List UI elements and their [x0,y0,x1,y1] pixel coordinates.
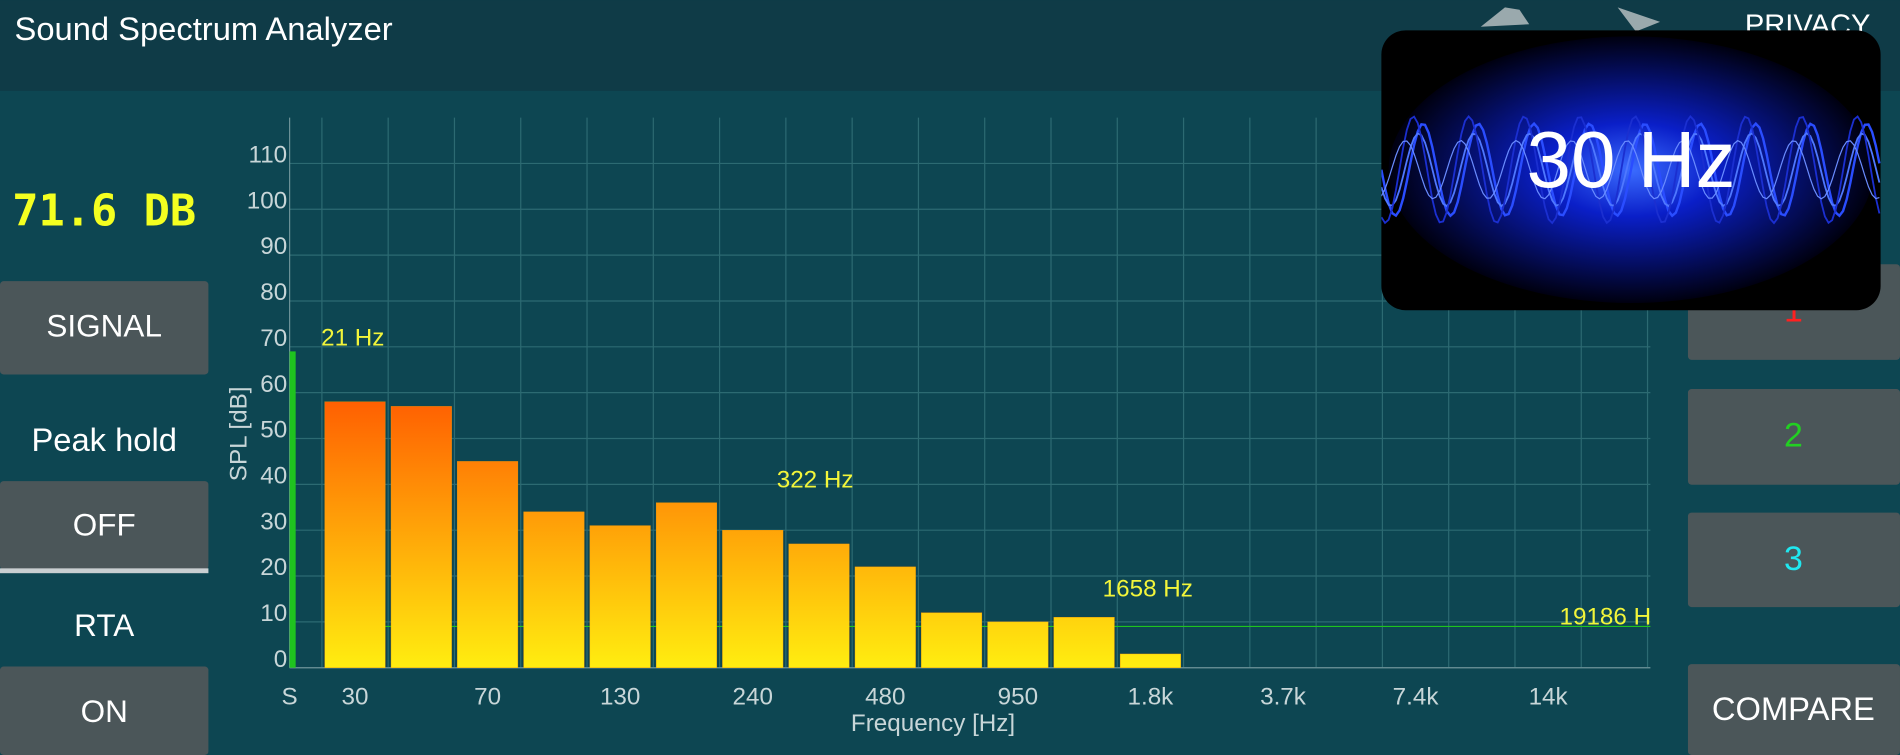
bar [788,543,850,668]
y-tick-label: 0 [274,646,287,673]
wave [1381,114,1881,225]
y-tick-label: 20 [260,554,287,581]
wave [1381,121,1881,218]
memory-button-label[interactable]: 2 [1784,416,1803,454]
peak-hold-button-label[interactable]: OFF [73,506,136,542]
memory-button-label[interactable]: 3 [1784,540,1803,578]
x-tick-label: 240 [733,683,773,710]
x-tick-label: 3.7k [1260,683,1307,710]
peak-annotation: 19186 H [1560,603,1652,630]
overlay-text: 30 Hz [1527,115,1736,204]
bar [457,461,519,668]
frequency-overlay: 30 Hz [1381,30,1881,311]
y-axis-title: SPL [dB] [225,387,252,482]
x-tick-label: 30 [342,683,369,710]
y-tick-label: 80 [260,279,287,306]
x-axis-title: Frequency [Hz] [851,710,1015,737]
settings-icon[interactable] [1480,7,1530,27]
spectrum-chart: 0 10 20 30 40 50 60 70 80 90 100 110 SPL [dB] Frequen… [225,117,1652,737]
wave [1381,132,1881,208]
bar [722,529,784,668]
x-tick-label: 1.8k [1128,683,1175,710]
peak-annotation: 21 Hz [321,325,384,352]
y-tick-label: 30 [260,508,287,535]
bar [523,511,585,668]
peak-hold-button[interactable] [0,481,209,570]
rta-button[interactable] [0,666,209,755]
rta-label: RTA [74,607,134,643]
compare-button[interactable] [1687,664,1900,755]
bar [324,401,386,668]
rta-button-label[interactable]: ON [81,693,128,729]
y-tick-label: 50 [260,417,287,444]
y-tick-label: 60 [260,371,287,398]
peak-annotation: 1658 Hz [1103,576,1193,603]
signal-bar [289,351,296,668]
y-tick-label: 10 [260,600,287,627]
y-tick-label: 110 [249,142,288,169]
bar [390,406,452,668]
signal-button[interactable] [0,281,209,375]
bar [987,621,1049,668]
level-readout: 71.6 DB [12,186,196,236]
x-tick-label: 480 [865,683,905,710]
peak-hold-label: Peak hold [31,421,176,458]
x-tick-label: 7.4k [1393,683,1440,710]
x-tick-label: 14k [1529,683,1569,710]
bar [655,502,717,668]
y-tick-label: 100 [247,187,287,214]
memory-button[interactable] [1687,389,1900,485]
bar [589,525,651,668]
y-tick-label: 40 [260,462,287,489]
bar [921,612,983,668]
bar [1119,653,1181,668]
x-tick-label: 950 [998,683,1038,710]
y-tick-label: 90 [260,233,287,260]
memory-button[interactable] [1687,512,1900,608]
signal-button-label[interactable]: SIGNAL [46,308,162,344]
y-tick-label: 70 [260,325,287,352]
bar [1053,617,1115,668]
app-title: Sound Spectrum Analyzer [15,10,393,47]
share-icon[interactable] [1617,7,1661,32]
peak-hold-indicator [0,568,209,574]
wave [1381,139,1880,200]
x-tick-label: 70 [474,683,501,710]
compare-button-label[interactable]: COMPARE [1712,690,1875,727]
overlay-waves [1381,114,1881,225]
peak-annotation: 322 Hz [777,467,854,494]
bar [854,566,916,668]
signal-label: S [282,683,298,710]
x-tick-label: 130 [600,683,640,710]
